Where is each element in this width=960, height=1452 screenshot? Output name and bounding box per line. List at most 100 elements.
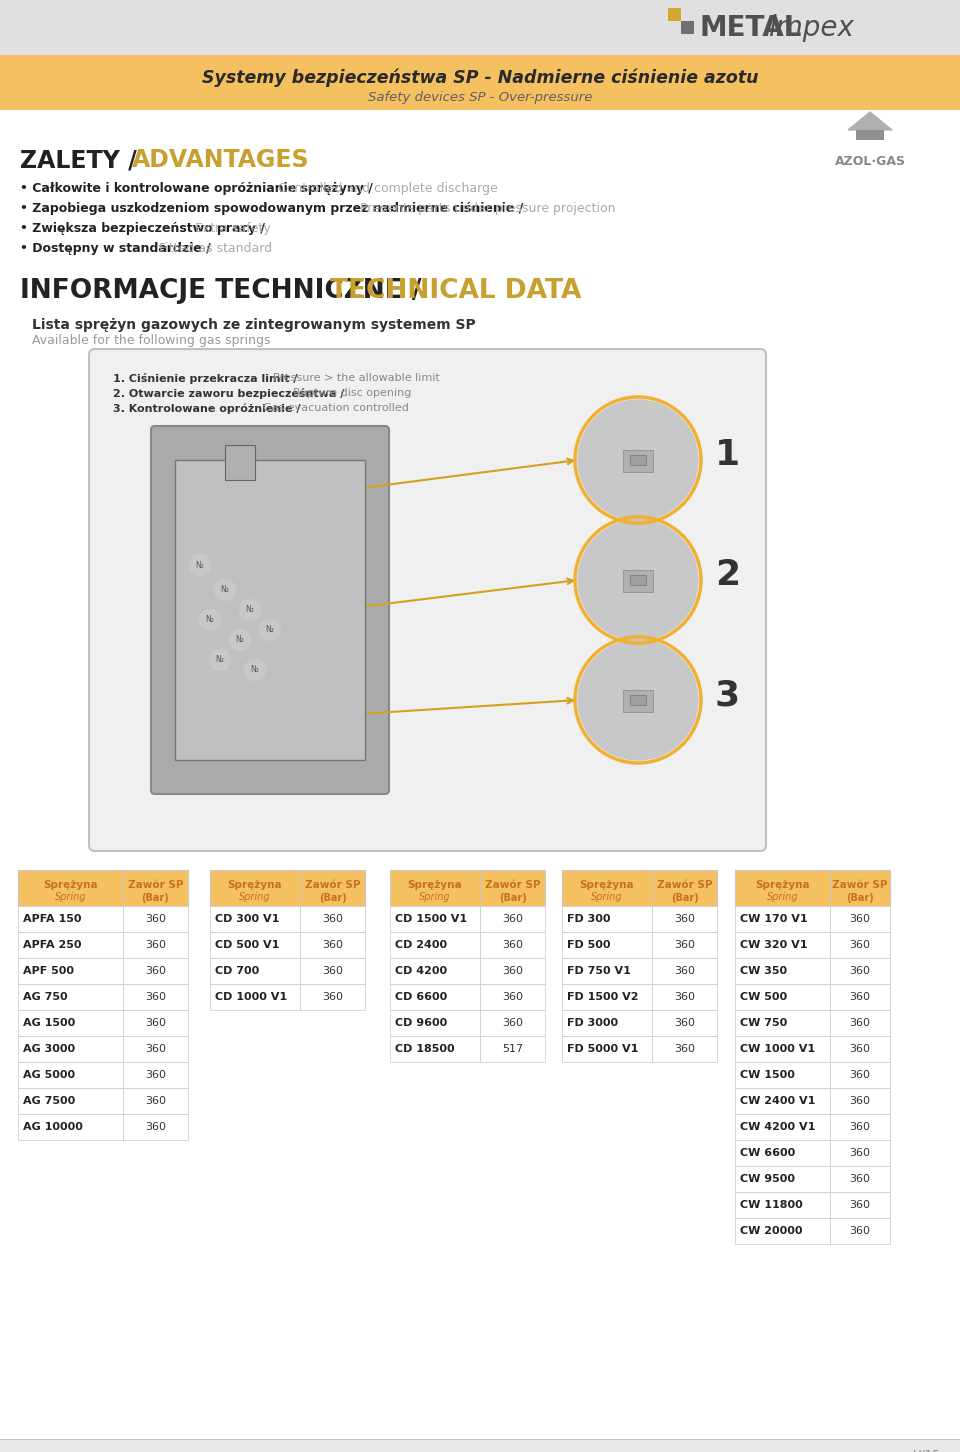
- Bar: [652, 870, 717, 906]
- Text: Spring: Spring: [239, 892, 271, 902]
- Text: 360: 360: [850, 1044, 871, 1054]
- Text: INFORMACJE TECHNICZNE /: INFORMACJE TECHNICZNE /: [20, 277, 431, 303]
- Text: Sprężyna: Sprężyna: [228, 880, 282, 890]
- Text: 360: 360: [850, 1149, 871, 1159]
- Text: 517: 517: [502, 1044, 523, 1054]
- Text: • Całkowite i kontrolowane opróżnianie sprężyny /: • Całkowite i kontrolowane opróżnianie s…: [20, 182, 377, 195]
- Bar: [300, 906, 365, 932]
- Bar: [123, 932, 188, 958]
- Text: 360: 360: [850, 966, 871, 976]
- Bar: [18, 1011, 123, 1035]
- Text: N₂: N₂: [235, 636, 245, 645]
- Circle shape: [239, 600, 261, 621]
- Text: 360: 360: [145, 992, 166, 1002]
- Text: CD 1000 V1: CD 1000 V1: [215, 992, 287, 1002]
- Bar: [123, 870, 188, 906]
- Text: 360: 360: [674, 1018, 695, 1028]
- Bar: [300, 870, 365, 906]
- Bar: [630, 696, 646, 706]
- Circle shape: [209, 649, 231, 671]
- Text: AG 7500: AG 7500: [23, 1096, 75, 1106]
- Text: CD 1500 V1: CD 1500 V1: [395, 913, 468, 923]
- Text: 360: 360: [145, 1044, 166, 1054]
- Bar: [300, 958, 365, 984]
- Bar: [735, 906, 830, 932]
- Text: CD 4200: CD 4200: [395, 966, 447, 976]
- Text: FD 300: FD 300: [567, 913, 611, 923]
- Bar: [830, 1140, 890, 1166]
- Bar: [830, 1035, 890, 1061]
- Text: CW 2400 V1: CW 2400 V1: [740, 1096, 815, 1106]
- Text: 360: 360: [145, 1018, 166, 1028]
- Text: (Bar): (Bar): [671, 893, 698, 903]
- Bar: [123, 1011, 188, 1035]
- Bar: [830, 958, 890, 984]
- Text: CD 500 V1: CD 500 V1: [215, 939, 279, 950]
- Bar: [390, 1011, 480, 1035]
- Text: 360: 360: [850, 992, 871, 1002]
- Text: APFA 150: APFA 150: [23, 913, 82, 923]
- Text: 360: 360: [850, 1070, 871, 1080]
- Bar: [562, 906, 652, 932]
- Text: CD 2400: CD 2400: [395, 939, 447, 950]
- Text: FD 500: FD 500: [567, 939, 611, 950]
- Text: AG 3000: AG 3000: [23, 1044, 75, 1054]
- Text: CW 500: CW 500: [740, 992, 787, 1002]
- Bar: [123, 1035, 188, 1061]
- Bar: [735, 1011, 830, 1035]
- Text: 360: 360: [674, 992, 695, 1002]
- Bar: [225, 444, 255, 481]
- Text: 2. Otwarcie zaworu bezpiecześntwa /: 2. Otwarcie zaworu bezpiecześntwa /: [113, 388, 348, 399]
- Bar: [390, 984, 480, 1011]
- Bar: [390, 932, 480, 958]
- Bar: [300, 932, 365, 958]
- Bar: [18, 870, 123, 906]
- Text: Zawór SP: Zawór SP: [657, 880, 712, 890]
- Text: APFA 250: APFA 250: [23, 939, 82, 950]
- Circle shape: [578, 399, 698, 520]
- Text: 360: 360: [145, 1096, 166, 1106]
- Text: 360: 360: [502, 939, 523, 950]
- Bar: [18, 1061, 123, 1088]
- Text: CW 6600: CW 6600: [740, 1149, 795, 1159]
- Text: 360: 360: [674, 913, 695, 923]
- Bar: [652, 1011, 717, 1035]
- Text: FD 1500 V2: FD 1500 V2: [567, 992, 638, 1002]
- Text: CD 6600: CD 6600: [395, 992, 447, 1002]
- Bar: [830, 1088, 890, 1114]
- Text: 360: 360: [850, 1096, 871, 1106]
- Text: Fitted as standard: Fitted as standard: [159, 242, 273, 256]
- Bar: [18, 1114, 123, 1140]
- Polygon shape: [848, 112, 892, 131]
- Text: N₂: N₂: [251, 665, 259, 675]
- Text: N₂: N₂: [246, 605, 254, 614]
- Bar: [0, 55, 960, 110]
- Text: Available for the following gas springs: Available for the following gas springs: [32, 334, 271, 347]
- Text: Gas evacuation controlled: Gas evacuation controlled: [263, 404, 409, 412]
- Bar: [630, 454, 646, 465]
- Bar: [630, 575, 646, 585]
- Text: Spring: Spring: [767, 892, 799, 902]
- Bar: [735, 958, 830, 984]
- Bar: [735, 1035, 830, 1061]
- Circle shape: [578, 520, 698, 640]
- Text: N₂: N₂: [221, 585, 229, 594]
- Text: CW 9500: CW 9500: [740, 1175, 795, 1183]
- Text: ZALETY /: ZALETY /: [20, 148, 145, 171]
- Circle shape: [578, 640, 698, 759]
- Text: Rupture disc opening: Rupture disc opening: [293, 388, 412, 398]
- Text: CW 1000 V1: CW 1000 V1: [740, 1044, 815, 1054]
- Text: 360: 360: [145, 939, 166, 950]
- Text: Lista sprężyn gazowych ze zintegrowanym systemem SP: Lista sprężyn gazowych ze zintegrowanym …: [32, 318, 476, 333]
- Text: CW 170 V1: CW 170 V1: [740, 913, 807, 923]
- Text: 360: 360: [850, 1175, 871, 1183]
- Bar: [210, 932, 300, 958]
- Text: 360: 360: [145, 966, 166, 976]
- Bar: [123, 1088, 188, 1114]
- Text: CD 9600: CD 9600: [395, 1018, 447, 1028]
- Text: Spring: Spring: [420, 892, 451, 902]
- Bar: [830, 1192, 890, 1218]
- Bar: [735, 1218, 830, 1244]
- Text: 360: 360: [850, 939, 871, 950]
- Bar: [652, 1035, 717, 1061]
